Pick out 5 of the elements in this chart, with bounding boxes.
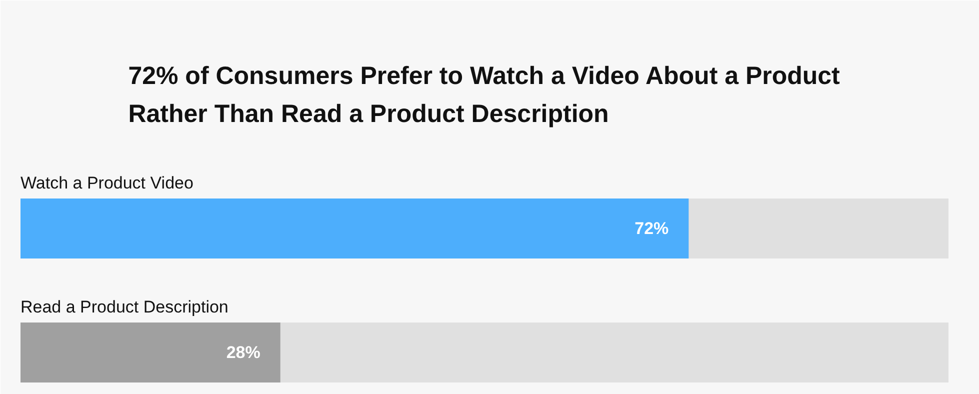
y-tick-label: Watch a Product Video <box>20 174 194 192</box>
data-label: 72% <box>634 219 669 238</box>
y-tick-label: Read a Product Description <box>20 298 228 316</box>
data-label: 28% <box>226 343 260 362</box>
chart-title: 72% of Consumers Prefer to Watch a Video About a Product Rather Than Read a Product Description <box>128 62 841 128</box>
